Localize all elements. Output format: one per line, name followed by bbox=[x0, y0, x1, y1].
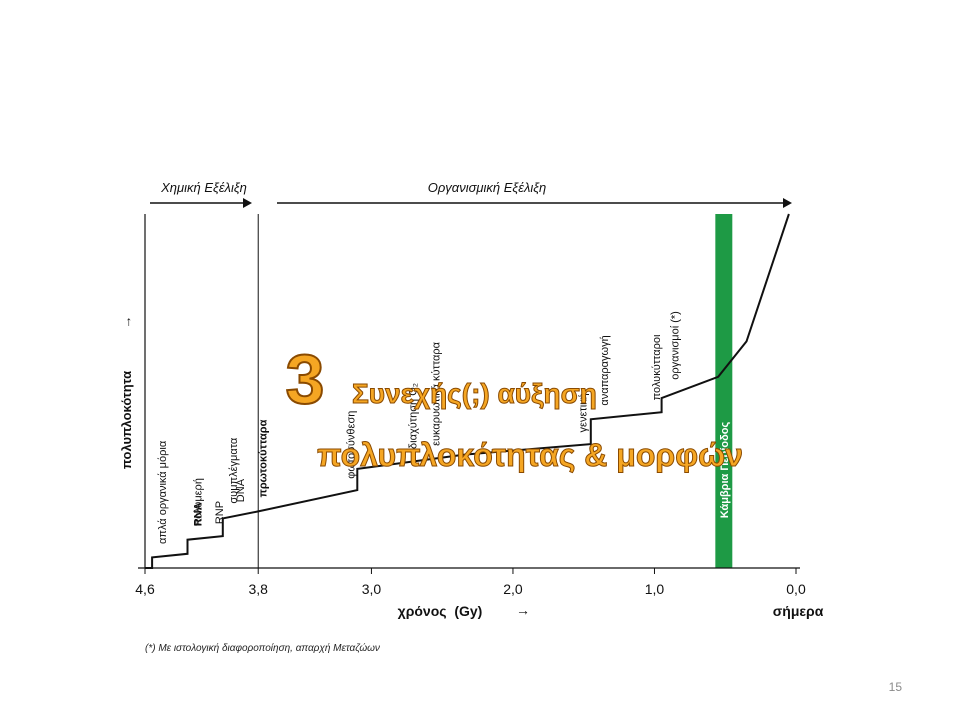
overlay-line-2: πολυπλοκότητας & μορφών bbox=[317, 437, 743, 473]
annotation-label: πολυκύτταροι bbox=[651, 334, 663, 400]
annotation-label: γενετική bbox=[578, 393, 590, 432]
annotation-label: RNP bbox=[214, 501, 226, 524]
x-ticks: 4,6 3,8 3,0 2,0 1,0 0,0 bbox=[135, 568, 806, 597]
y-axis-arrow: → bbox=[119, 316, 134, 329]
annotation-label: απλά οργανικά μόρια bbox=[157, 440, 169, 544]
annotation-label: ευκαρυωτικά κύτταρα bbox=[430, 341, 442, 446]
y-axis-title: πολυπλοκότητα bbox=[119, 371, 134, 469]
y-axis-label: πολυπλοκότητα bbox=[119, 371, 134, 469]
annotation-label: αναπαραγωγή bbox=[599, 335, 611, 405]
organismic-evolution-arrowhead bbox=[783, 198, 792, 208]
x-axis-arrow: → bbox=[516, 602, 530, 618]
footnote: (*) Με ιστολογική διαφοροποίηση, απαρχή … bbox=[145, 642, 380, 654]
chemical-evolution-label: Χημική Εξέλιξη bbox=[160, 180, 247, 195]
annotation-label: συμπλέγματα bbox=[228, 437, 240, 504]
organismic-evolution-label: Οργανισμική Εξέλιξη bbox=[428, 180, 547, 195]
x-tick-label: 2,0 bbox=[503, 581, 523, 597]
x-tick-label: 1,0 bbox=[645, 581, 665, 597]
annotation-label: φωτοσύνθεση bbox=[345, 411, 357, 479]
x-tick-label: 3,8 bbox=[248, 581, 268, 597]
annotation-label: RNA bbox=[193, 502, 205, 526]
annotation-label: πρωτοκύτταρα bbox=[258, 419, 270, 497]
annotation-label: πολυμερή bbox=[193, 478, 205, 526]
overlay-number: 3 bbox=[286, 340, 325, 418]
annotation-label: οργανισμοί (*) bbox=[670, 311, 682, 380]
y-axis-arrow-group: → bbox=[119, 316, 134, 329]
complexity-series-line bbox=[145, 213, 790, 569]
chemical-evolution-arrowhead bbox=[243, 198, 252, 208]
annotation-label: διαχύτηση O₂ bbox=[408, 383, 420, 449]
x-tick-label: 3,0 bbox=[362, 581, 382, 597]
slide-number: 15 bbox=[888, 680, 902, 694]
x-axis-label: χρόνος (Gy) bbox=[398, 603, 483, 619]
annotation-label: DNA bbox=[235, 478, 247, 502]
cambrian-band bbox=[715, 214, 733, 568]
x-tick-label: 0,0 bbox=[786, 581, 806, 597]
x-tick-label: 4,6 bbox=[135, 581, 155, 597]
now-label: σήμερα bbox=[773, 603, 824, 619]
cambrian-label: Κάμβρια Περίοδος bbox=[719, 422, 731, 519]
overlay-line-1: Συνεχής(;) αύξηση bbox=[352, 378, 597, 409]
annotations: απλά οργανικά μόρια πολυμερή συμπλέγματαRN… bbox=[157, 311, 681, 544]
